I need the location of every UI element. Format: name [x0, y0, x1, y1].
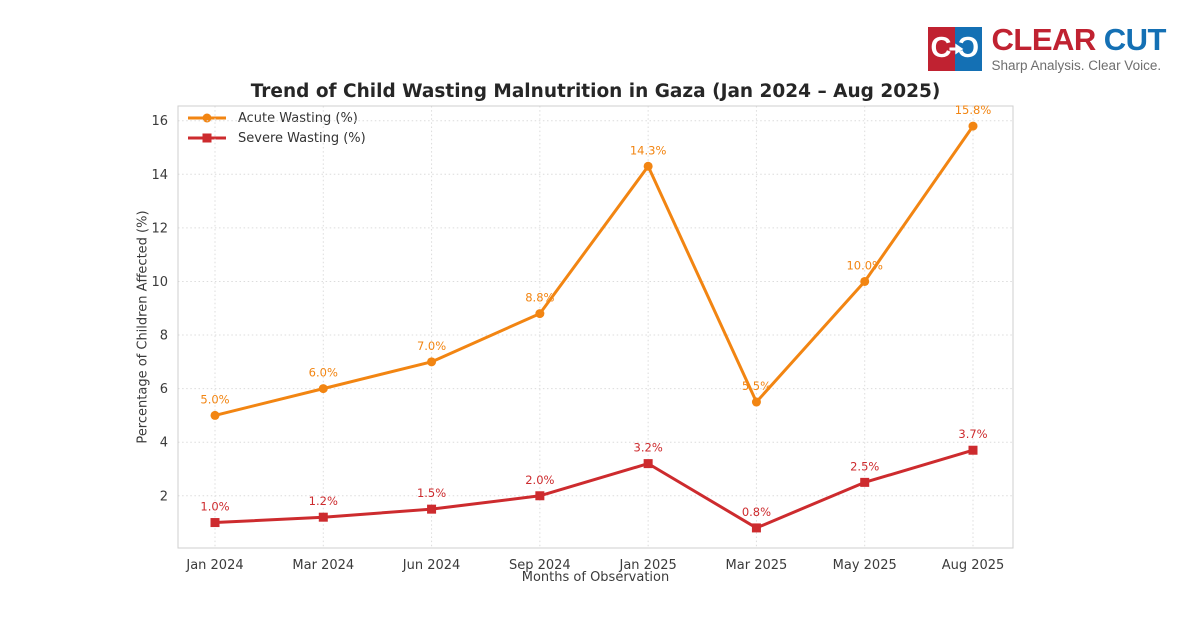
data-point — [318, 384, 328, 394]
plot-border — [177, 105, 1014, 549]
x-tick-label: Mar 2025 — [726, 558, 788, 573]
y-tick-label: 12 — [151, 221, 168, 236]
legend-item-acute: Acute Wasting (%) — [186, 110, 366, 126]
series-line-1 — [213, 448, 975, 530]
data-point — [427, 504, 437, 514]
data-label: 14.3% — [630, 143, 667, 157]
data-point — [751, 397, 761, 407]
clearcut-logo-icon: C C — [927, 26, 982, 71]
data-point — [643, 459, 653, 469]
data-point — [751, 523, 761, 533]
data-label: 2.5% — [850, 459, 879, 473]
y-tick-label: 14 — [151, 168, 168, 183]
y-tick-label: 8 — [160, 329, 168, 344]
data-point — [535, 491, 545, 501]
data-point — [535, 309, 545, 319]
data-label: 1.5% — [417, 486, 446, 500]
y-tick-label: 4 — [160, 436, 168, 451]
arrow-right-icon — [948, 43, 963, 54]
data-point — [643, 161, 653, 171]
x-tick-label: Sep 2024 — [509, 558, 571, 573]
y-tick-label: 10 — [151, 275, 168, 290]
data-label: 10.0% — [846, 258, 883, 272]
legend-item-severe: Severe Wasting (%) — [186, 130, 366, 146]
y-tick-label: 2 — [160, 489, 168, 504]
x-tick-label: Jan 2025 — [619, 558, 677, 573]
legend-label: Severe Wasting (%) — [238, 130, 366, 146]
brand-word-cut: CUT — [1103, 22, 1167, 57]
data-point — [318, 512, 328, 522]
y-tick-label: 6 — [160, 382, 168, 397]
data-point — [210, 518, 220, 528]
brand-tagline: Sharp Analysis. Clear Voice. — [991, 58, 1162, 73]
data-point — [427, 357, 437, 367]
data-point — [968, 445, 978, 455]
data-point — [210, 410, 220, 420]
data-label: 5.0% — [200, 392, 229, 406]
chart-title: Trend of Child Wasting Malnutrition in G… — [250, 81, 941, 102]
y-tick-label: 16 — [151, 114, 168, 129]
data-label: 2.0% — [525, 473, 554, 487]
legend-marker-acute — [188, 113, 226, 123]
logo-letter-left: C — [930, 32, 952, 64]
data-label: 3.2% — [634, 441, 663, 455]
x-tick-label: May 2025 — [833, 558, 897, 573]
x-axis-label: Months of Observation — [521, 570, 670, 585]
legend-label: Acute Wasting (%) — [238, 110, 358, 126]
x-tick-label: Jun 2024 — [402, 558, 461, 573]
data-point — [860, 477, 870, 487]
brand-word-clear: CLEAR — [991, 22, 1097, 57]
data-point — [968, 121, 978, 131]
clearcut-logo-text: CLEAR CUT Sharp Analysis. Clear Voice. — [992, 24, 1167, 73]
data-label: 0.8% — [742, 505, 771, 519]
data-label: 5.5% — [742, 379, 771, 393]
data-label: 1.0% — [200, 500, 229, 514]
x-tick-label: Jan 2024 — [185, 558, 243, 573]
data-label: 6.0% — [309, 366, 338, 380]
x-tick-label: Mar 2024 — [292, 558, 354, 573]
data-label: 8.8% — [525, 291, 554, 305]
data-label: 3.7% — [958, 427, 987, 441]
clearcut-logo: C C CLEAR CUT Sharp Analysis. Clear Voice… — [927, 24, 1167, 73]
x-tick-label: Aug 2025 — [942, 558, 1005, 573]
series-line-0 — [213, 124, 975, 417]
data-label: 15.8% — [955, 103, 992, 117]
legend-marker-severe — [188, 133, 226, 143]
chart-legend: Acute Wasting (%) Severe Wasting (%) — [186, 110, 366, 146]
data-label: 1.2% — [309, 494, 338, 508]
data-point — [860, 276, 870, 286]
brand-name: CLEAR CUT — [992, 24, 1167, 55]
data-label: 7.0% — [417, 339, 446, 353]
